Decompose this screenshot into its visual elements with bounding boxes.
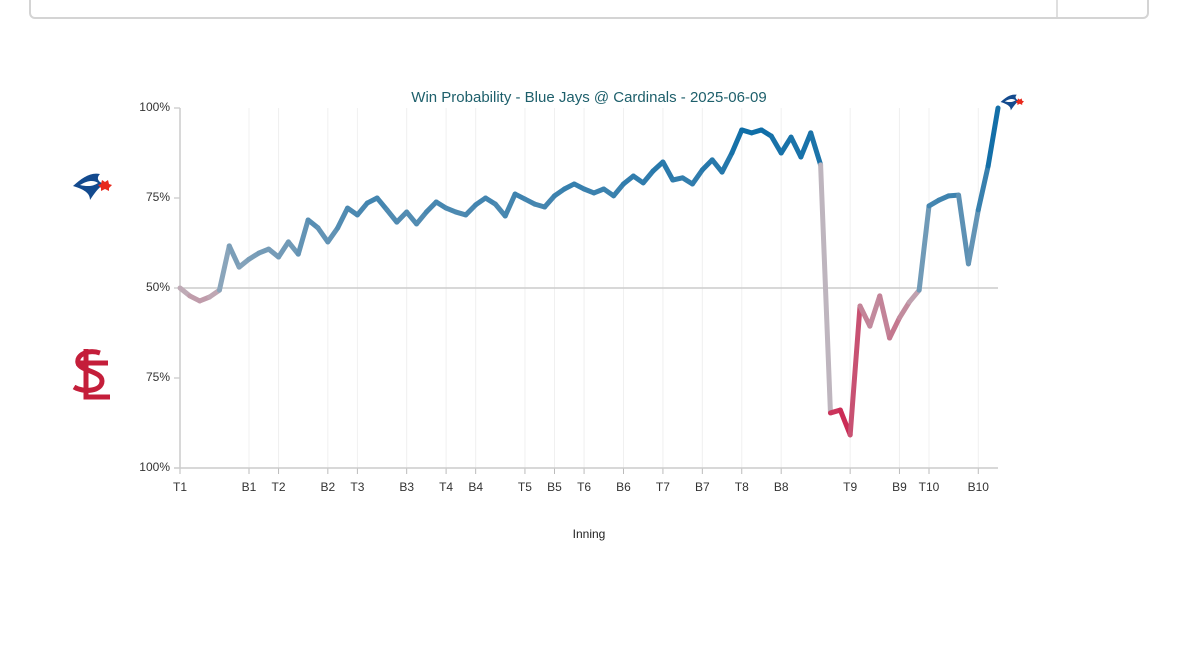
win-prob-segment bbox=[808, 130, 824, 168]
x-tick-label: T1 bbox=[173, 480, 187, 494]
x-tick-label: B6 bbox=[616, 480, 631, 494]
x-tick-label: T4 bbox=[439, 480, 453, 494]
win-prob-segment bbox=[985, 105, 1001, 169]
win-prob-segment bbox=[315, 225, 331, 245]
win-prob-segment bbox=[414, 209, 429, 227]
win-prob-segment bbox=[325, 225, 341, 245]
x-tick-label: T3 bbox=[350, 480, 364, 494]
x-tick-label: B7 bbox=[695, 480, 710, 494]
win-prob-segment bbox=[788, 134, 804, 160]
blue-jays-logo bbox=[73, 173, 112, 200]
win-prob-segment bbox=[719, 150, 735, 175]
y-tick-label: 100% bbox=[139, 460, 170, 474]
y-tick-label: 50% bbox=[146, 280, 170, 294]
x-tick-label: T5 bbox=[518, 480, 532, 494]
win-prob-segment bbox=[276, 239, 291, 260]
x-tick-label: T7 bbox=[656, 480, 670, 494]
x-tick-label: T8 bbox=[735, 480, 749, 494]
win-prob-segment bbox=[216, 243, 232, 293]
x-tick-label: T6 bbox=[577, 480, 591, 494]
win-prob-segment bbox=[887, 315, 902, 341]
win-prob-segment bbox=[916, 203, 932, 293]
win-prob-segment bbox=[384, 207, 400, 225]
x-tick-label: T9 bbox=[843, 480, 857, 494]
win-prob-segment bbox=[502, 191, 518, 219]
win-prob-segment bbox=[768, 133, 784, 156]
y-tick-label: 75% bbox=[146, 190, 170, 204]
win-prob-segment bbox=[611, 181, 626, 199]
chart-title: Win Probability - Blue Jays @ Cardinals … bbox=[411, 89, 766, 106]
x-tick-label: B2 bbox=[320, 480, 335, 494]
win-prob-segment bbox=[857, 303, 873, 329]
search-box[interactable] bbox=[29, 0, 1149, 19]
x-tick-label: B8 bbox=[774, 480, 789, 494]
x-tick-label: B4 bbox=[468, 480, 483, 494]
x-tick-label: B9 bbox=[892, 480, 907, 494]
x-tick-label: T10 bbox=[919, 480, 940, 494]
win-prob-segment bbox=[729, 127, 745, 156]
win-prob-segment bbox=[818, 162, 833, 416]
x-tick-label: T2 bbox=[272, 480, 286, 494]
win-prob-segment bbox=[956, 192, 971, 267]
cardinals-logo bbox=[72, 349, 110, 400]
y-tick-label: 75% bbox=[146, 370, 170, 384]
win-prob-segment bbox=[354, 200, 370, 218]
x-tick-label: B3 bbox=[399, 480, 414, 494]
x-tick-label: B1 bbox=[242, 480, 257, 494]
win-prob-segment bbox=[975, 163, 991, 213]
win-prob-segment bbox=[660, 159, 676, 183]
win-prob-segment bbox=[689, 167, 705, 187]
win-prob-segment bbox=[778, 134, 794, 156]
x-tick-label: B10 bbox=[968, 480, 990, 494]
win-prob-segment bbox=[877, 293, 893, 341]
blue-jays-logo-small bbox=[1000, 94, 1024, 111]
win-prob-segment bbox=[404, 209, 420, 227]
win-prob-segment bbox=[798, 130, 814, 160]
y-tick-label: 100% bbox=[139, 100, 170, 114]
win-prob-segment bbox=[226, 243, 242, 270]
win-prob-segment bbox=[295, 217, 311, 257]
x-axis-label: Inning bbox=[573, 527, 606, 541]
win-prob-segment bbox=[374, 195, 390, 213]
win-prob-segment bbox=[906, 287, 922, 305]
win-prob-segment bbox=[640, 168, 656, 186]
win-prob-segment bbox=[965, 207, 981, 267]
win-prob-segment bbox=[335, 205, 351, 231]
win-prob-segment bbox=[847, 303, 863, 438]
x-tick-label: B5 bbox=[547, 480, 562, 494]
win-prob-segment bbox=[896, 299, 912, 321]
win-prob-segment bbox=[867, 293, 883, 329]
